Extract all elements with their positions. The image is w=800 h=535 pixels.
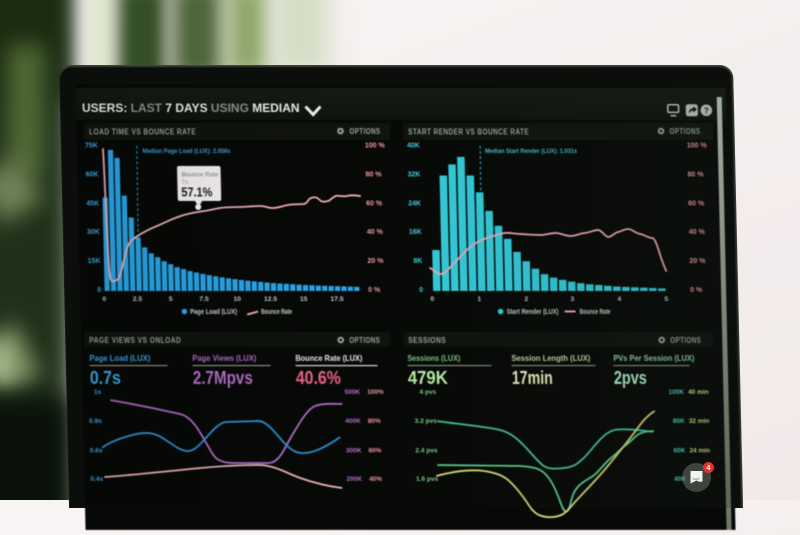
svg-text:PVs Per Session (LUX): PVs Per Session (LUX) xyxy=(613,353,694,363)
svg-text:0.4s: 0.4s xyxy=(90,476,103,483)
svg-text:START RENDER VS BOUNCE RATE: START RENDER VS BOUNCE RATE xyxy=(408,128,529,137)
svg-text:57.1%: 57.1% xyxy=(181,186,212,200)
svg-text:0: 0 xyxy=(419,287,423,294)
svg-text:3: 3 xyxy=(570,296,574,303)
svg-text:2: 2 xyxy=(524,296,528,303)
svg-text:500K: 500K xyxy=(345,389,361,396)
svg-text:0: 0 xyxy=(430,296,434,303)
svg-text:Page Views (LUX): Page Views (LUX) xyxy=(192,353,256,363)
svg-text:17min: 17min xyxy=(512,367,553,388)
svg-text:Page Load (LUX): Page Load (LUX) xyxy=(89,353,150,363)
svg-text:60 %: 60 % xyxy=(688,200,705,207)
svg-text:PAGE VIEWS VS ONLOAD: PAGE VIEWS VS ONLOAD xyxy=(89,336,181,345)
svg-text:20 %: 20 % xyxy=(367,258,384,265)
svg-text:30K: 30K xyxy=(87,229,100,236)
svg-text:32 min: 32 min xyxy=(689,418,710,425)
svg-text:1.6 pvs: 1.6 pvs xyxy=(416,476,439,483)
svg-text:8K: 8K xyxy=(413,258,422,265)
svg-text:Median Page Load (LUX): 2.056s: Median Page Load (LUX): 2.056s xyxy=(142,148,230,155)
svg-text:15: 15 xyxy=(300,296,308,303)
svg-text:0: 0 xyxy=(97,287,101,294)
svg-text:40.6%: 40.6% xyxy=(296,367,341,388)
svg-text:2.4 pvs: 2.4 pvs xyxy=(415,448,438,455)
svg-text:15K: 15K xyxy=(88,258,101,265)
svg-text:40 %: 40 % xyxy=(367,229,384,236)
svg-text:OPTIONS: OPTIONS xyxy=(349,127,380,136)
svg-text:45K: 45K xyxy=(86,200,99,207)
svg-text:4: 4 xyxy=(617,296,621,303)
svg-text:200K: 200K xyxy=(346,476,362,483)
svg-text:Bounce Rate: Bounce Rate xyxy=(580,309,611,316)
svg-text:4 pvs: 4 pvs xyxy=(419,389,436,396)
svg-text:24 min: 24 min xyxy=(689,448,710,455)
svg-text:2.7Mpvs: 2.7Mpvs xyxy=(193,367,253,388)
svg-text:Session Length (LUX): Session Length (LUX) xyxy=(511,353,590,363)
svg-text:40 %: 40 % xyxy=(689,229,706,236)
svg-text:0: 0 xyxy=(102,296,106,303)
svg-text:OPTIONS: OPTIONS xyxy=(349,336,380,345)
svg-text:2.5: 2.5 xyxy=(133,296,143,303)
svg-text:5: 5 xyxy=(664,296,668,303)
svg-text:1s: 1s xyxy=(94,389,102,396)
svg-text:24K: 24K xyxy=(408,200,421,207)
svg-text:?: ? xyxy=(704,106,709,115)
svg-text:Bounce Rate (LUX): Bounce Rate (LUX) xyxy=(295,353,362,363)
svg-text:Sessions (LUX): Sessions (LUX) xyxy=(407,353,460,363)
svg-text:Page Load (LUX): Page Load (LUX) xyxy=(190,309,237,316)
svg-text:80K: 80K xyxy=(673,418,685,425)
svg-text:100 %: 100 % xyxy=(687,143,708,150)
svg-text:40%: 40% xyxy=(369,476,382,483)
svg-text:32K: 32K xyxy=(408,171,421,178)
svg-text:80 %: 80 % xyxy=(687,171,704,178)
svg-text:Bounce Rate: Bounce Rate xyxy=(261,309,292,316)
svg-text:60K: 60K xyxy=(86,171,99,178)
svg-text:60%: 60% xyxy=(368,448,381,455)
svg-text:USERS: LAST 7 DAYS USING MEDIA: USERS: LAST 7 DAYS USING MEDIAN xyxy=(82,101,300,115)
svg-text:7.5: 7.5 xyxy=(199,296,209,303)
svg-text:0.6s: 0.6s xyxy=(90,448,103,455)
svg-text:400K: 400K xyxy=(345,418,361,425)
svg-text:40 min: 40 min xyxy=(688,389,709,396)
svg-text:100%: 100% xyxy=(367,389,384,396)
svg-text:Bounce Rate: Bounce Rate xyxy=(181,173,218,179)
svg-text:1: 1 xyxy=(477,296,481,303)
svg-text:40K: 40K xyxy=(674,476,686,483)
svg-text:LOAD TIME VS BOUNCE RATE: LOAD TIME VS BOUNCE RATE xyxy=(89,128,196,137)
svg-text:100K: 100K xyxy=(669,389,685,396)
svg-text:Median Start Render (LUX): 1.0: Median Start Render (LUX): 1.031s xyxy=(485,148,577,155)
svg-text:12.5: 12.5 xyxy=(264,296,278,303)
svg-text:20 %: 20 % xyxy=(689,258,706,265)
svg-text:2pvs: 2pvs xyxy=(614,367,647,388)
svg-text:80%: 80% xyxy=(368,418,381,425)
svg-text:300K: 300K xyxy=(346,448,362,455)
svg-text:0 %: 0 % xyxy=(690,287,703,294)
svg-text:7s: 7s xyxy=(182,180,189,186)
svg-text:0.7s: 0.7s xyxy=(90,367,121,388)
svg-text:60K: 60K xyxy=(673,448,685,455)
svg-text:100 %: 100 % xyxy=(365,143,386,150)
svg-text:17.5: 17.5 xyxy=(330,296,344,303)
svg-text:40K: 40K xyxy=(407,143,420,150)
svg-text:10: 10 xyxy=(233,296,241,303)
svg-text:3.2 pvs: 3.2 pvs xyxy=(415,418,438,425)
svg-text:5: 5 xyxy=(169,296,173,303)
svg-text:80 %: 80 % xyxy=(365,171,382,178)
svg-text:Start Render (LUX): Start Render (LUX) xyxy=(507,309,559,316)
svg-text:SESSIONS: SESSIONS xyxy=(408,336,446,345)
svg-text:479K: 479K xyxy=(408,367,449,388)
svg-text:0 %: 0 % xyxy=(368,287,381,294)
svg-text:16K: 16K xyxy=(409,229,422,236)
svg-text:OPTIONS: OPTIONS xyxy=(670,336,701,345)
svg-text:OPTIONS: OPTIONS xyxy=(669,127,700,136)
svg-text:60 %: 60 % xyxy=(366,200,383,207)
svg-text:75K: 75K xyxy=(85,143,98,150)
svg-text:0.8s: 0.8s xyxy=(89,418,102,425)
